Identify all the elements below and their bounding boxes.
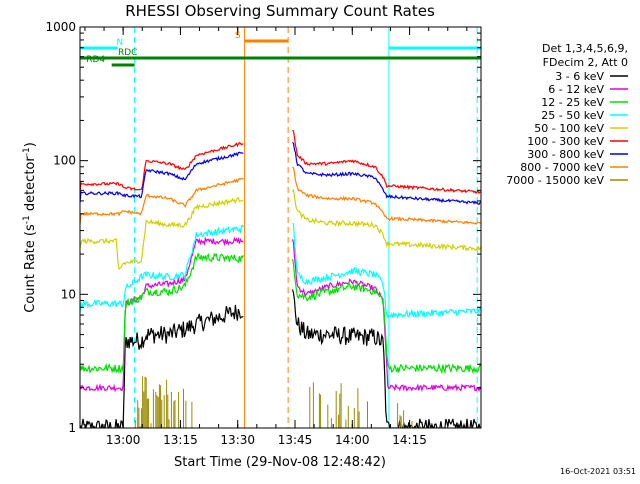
plot-area: N S RDC RD4 1 10 100 1000 13:00 13:15 13:30 13:45 14… (22, 20, 482, 447)
legend-header-line: FDecim 2, Att 0 (543, 56, 628, 69)
y-tick-label: 1000 (45, 20, 76, 34)
series-trace-5 (80, 129, 481, 195)
legend-entry-label: 800 - 7000 keV (520, 161, 604, 174)
legend-header-line: Det 1,3,4,5,6,9, (542, 42, 628, 55)
x-tick-label: 14:15 (392, 433, 427, 447)
series-trace-6 (80, 141, 481, 205)
footer-timestamp: 16-Oct-2021 03:51 (560, 467, 636, 476)
y-axis-label: Count Rate (s-1 detector-1) (22, 142, 38, 313)
series-layer (80, 27, 481, 428)
y-axis-label-part: -1 (22, 147, 32, 156)
state-flag-label-rd4: RD4 (86, 55, 105, 65)
y-tick-label: 100 (53, 154, 76, 168)
state-flag-label-rdc: RDC (118, 48, 137, 58)
legend-entry-label: 6 - 12 keV (548, 83, 604, 96)
series-trace-3 (80, 222, 481, 320)
state-flag-label-s: S (235, 31, 241, 41)
legend-entry-label: 50 - 100 keV (534, 122, 604, 135)
y-axis-label-part: detector (23, 156, 38, 216)
series-trace-7 (80, 166, 481, 225)
legend-entry-label: 25 - 50 keV (541, 109, 604, 122)
legend-entry-label: 3 - 6 keV (555, 70, 604, 83)
y-tick-label: 1 (68, 421, 76, 435)
legend-entry-label: 300 - 800 keV (527, 148, 604, 161)
plot-frame (79, 26, 482, 429)
legend-entry-label: 12 - 25 keV (541, 96, 604, 109)
y-tick-label: 10 (61, 287, 76, 301)
x-tick-label: 13:15 (163, 433, 198, 447)
y-axis-label-part: ) (23, 142, 38, 147)
series-trace-0 (80, 289, 481, 428)
series-trace-2 (80, 252, 481, 375)
state-flag-label-n: N (116, 38, 123, 48)
chart-title: RHESSI Observing Summary Count Rates (125, 2, 435, 20)
series-trace-8 (134, 376, 421, 428)
legend-entry-label: 7000 - 15000 keV (506, 174, 604, 187)
y-axis-label-part: -1 (22, 215, 32, 224)
legend-entry-label: 100 - 300 keV (527, 135, 604, 148)
series-trace-1 (80, 236, 481, 393)
x-tick-label: 13:45 (278, 433, 313, 447)
x-tick-label: 14:00 (335, 433, 370, 447)
x-tick-label: 13:00 (106, 433, 141, 447)
legend: Det 1,3,4,5,6,9,FDecim 2, Att 03 - 6 keV… (506, 42, 628, 187)
y-axis-label-part: Count Rate (s (23, 224, 38, 313)
series-trace-4 (80, 188, 481, 271)
x-axis-label: Start Time (29-Nov-08 12:48:42) (174, 455, 386, 470)
x-tick-label: 13:30 (220, 433, 255, 447)
